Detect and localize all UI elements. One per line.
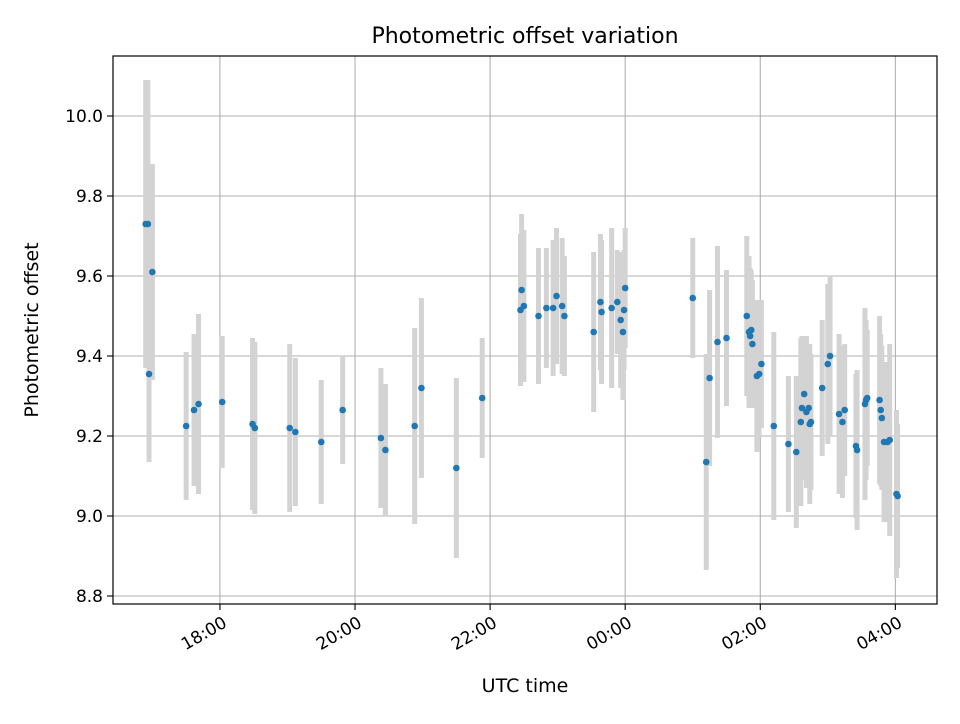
data-point xyxy=(317,438,325,446)
data-point xyxy=(535,312,542,320)
data-point xyxy=(747,326,755,334)
x-axis-label: UTC time xyxy=(482,675,569,697)
data-point xyxy=(743,312,751,320)
y-tick-label: 9.0 xyxy=(76,507,103,527)
data-point xyxy=(689,294,697,302)
data-point xyxy=(877,406,885,414)
data-point xyxy=(553,292,560,300)
data-point xyxy=(561,312,568,320)
data-point xyxy=(886,436,894,444)
y-tick-label: 8.8 xyxy=(76,587,103,607)
data-point xyxy=(706,374,713,382)
data-point xyxy=(286,424,294,432)
data-point xyxy=(863,394,871,402)
data-point xyxy=(292,428,299,436)
y-tick-label: 10.0 xyxy=(65,107,103,127)
data-point xyxy=(755,370,763,378)
data-point xyxy=(800,390,808,398)
marker-layer xyxy=(142,220,901,500)
data-point xyxy=(543,304,550,312)
data-point xyxy=(894,492,901,500)
data-point xyxy=(549,304,557,312)
data-point xyxy=(620,306,628,314)
data-point xyxy=(418,384,425,392)
data-point xyxy=(478,394,486,402)
data-point xyxy=(749,340,756,348)
data-point xyxy=(792,448,800,456)
data-point xyxy=(339,406,346,414)
data-point xyxy=(714,338,721,346)
data-point xyxy=(590,328,597,336)
data-point xyxy=(758,360,765,368)
data-point xyxy=(617,316,624,324)
data-point xyxy=(377,434,385,442)
data-point xyxy=(597,298,604,306)
data-point xyxy=(144,220,152,228)
data-point xyxy=(614,298,621,306)
data-point xyxy=(702,458,710,466)
y-tick-label: 9.8 xyxy=(76,187,103,207)
data-point xyxy=(182,422,190,430)
data-point xyxy=(824,360,832,368)
data-point xyxy=(826,352,834,360)
y-tick-label: 9.6 xyxy=(76,267,103,287)
data-point xyxy=(621,284,629,292)
y-axis-label: Photometric offset xyxy=(21,242,43,417)
data-point xyxy=(411,422,418,430)
data-point xyxy=(251,424,259,432)
data-point xyxy=(746,332,754,340)
data-point xyxy=(835,410,843,418)
data-point xyxy=(818,384,826,392)
data-point xyxy=(619,328,627,336)
data-point xyxy=(218,398,226,406)
data-point xyxy=(608,304,615,312)
y-tick-label: 9.2 xyxy=(76,427,103,447)
data-point xyxy=(558,302,566,310)
data-point xyxy=(876,396,883,404)
data-point xyxy=(798,404,806,412)
data-point xyxy=(770,422,778,430)
data-point xyxy=(723,334,730,342)
data-point xyxy=(195,400,202,408)
data-point xyxy=(853,446,861,454)
data-point xyxy=(805,404,812,412)
data-point xyxy=(785,440,792,448)
chart-title: Photometric offset variation xyxy=(371,24,678,49)
y-tick-label: 9.4 xyxy=(76,347,103,367)
plot-frame xyxy=(112,55,938,605)
data-point xyxy=(453,464,460,472)
data-point xyxy=(520,302,528,310)
data-point xyxy=(797,418,805,426)
data-point xyxy=(841,406,848,414)
data-point xyxy=(190,406,198,414)
data-point xyxy=(145,370,153,378)
data-point xyxy=(149,268,156,276)
data-point xyxy=(518,286,525,294)
data-point xyxy=(598,308,605,316)
data-point xyxy=(839,418,846,426)
data-point xyxy=(382,446,389,454)
data-point xyxy=(807,418,815,426)
data-point xyxy=(878,414,886,422)
